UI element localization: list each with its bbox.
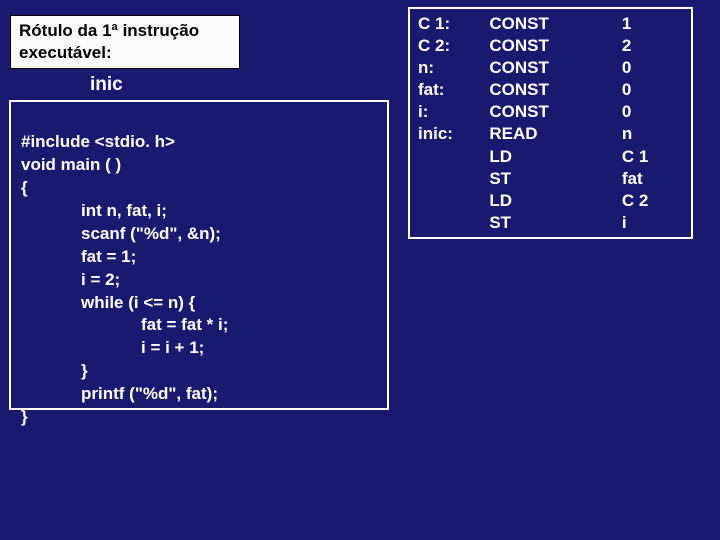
- asm-label: n:: [418, 57, 489, 79]
- asm-arg: 0: [622, 101, 683, 123]
- asm-arg: i: [622, 212, 683, 234]
- asm-row: STi: [418, 212, 683, 234]
- code-l13: }: [21, 407, 28, 426]
- asm-arg: 1: [622, 13, 683, 35]
- asm-label: C 1:: [418, 13, 489, 35]
- asm-arg: n: [622, 123, 683, 145]
- asm-arg: 0: [622, 79, 683, 101]
- asm-op: READ: [489, 123, 622, 145]
- code-l11: }: [21, 360, 377, 383]
- code-l3: {: [21, 178, 28, 197]
- asm-row: i:CONST0: [418, 101, 683, 123]
- asm-label: [418, 146, 489, 168]
- asm-row: n:CONST0: [418, 57, 683, 79]
- asm-arg: 0: [622, 57, 683, 79]
- asm-op: ST: [489, 212, 622, 234]
- asm-row: LDC 1: [418, 146, 683, 168]
- asm-label: [418, 190, 489, 212]
- asm-op: LD: [489, 146, 622, 168]
- asm-row: fat:CONST0: [418, 79, 683, 101]
- asm-label: C 2:: [418, 35, 489, 57]
- asm-label: fat:: [418, 79, 489, 101]
- code-l1: #include <stdio. h>: [21, 132, 175, 151]
- asm-arg: fat: [622, 168, 683, 190]
- label-line2: executável:: [19, 42, 231, 64]
- code-l6: fat = 1;: [21, 246, 377, 269]
- code-l9: fat = fat * i;: [21, 314, 377, 337]
- asm-op: CONST: [489, 101, 622, 123]
- inic-label: inic: [90, 74, 123, 96]
- code-l7: i = 2;: [21, 269, 377, 292]
- asm-op: CONST: [489, 57, 622, 79]
- asm-box: C 1:CONST1 C 2:CONST2 n:CONST0 fat:CONST…: [408, 7, 693, 239]
- asm-label: [418, 212, 489, 234]
- asm-arg: C 1: [622, 146, 683, 168]
- code-l12: printf ("%d", fat);: [21, 383, 377, 406]
- code-l4: int n, fat, i;: [21, 200, 377, 223]
- asm-op: ST: [489, 168, 622, 190]
- asm-label: inic:: [418, 123, 489, 145]
- asm-table: C 1:CONST1 C 2:CONST2 n:CONST0 fat:CONST…: [418, 13, 683, 234]
- asm-op: CONST: [489, 13, 622, 35]
- asm-op: CONST: [489, 35, 622, 57]
- label-box: Rótulo da 1ª instrução executável:: [10, 15, 240, 69]
- asm-arg: 2: [622, 35, 683, 57]
- code-box: #include <stdio. h> void main ( ) { int …: [9, 100, 389, 410]
- code-l10: i = i + 1;: [21, 337, 377, 360]
- code-l2: void main ( ): [21, 155, 121, 174]
- asm-row: LDC 2: [418, 190, 683, 212]
- asm-row: STfat: [418, 168, 683, 190]
- asm-op: CONST: [489, 79, 622, 101]
- label-line1: Rótulo da 1ª instrução: [19, 20, 231, 42]
- asm-row: C 2:CONST2: [418, 35, 683, 57]
- asm-arg: C 2: [622, 190, 683, 212]
- code-l5: scanf ("%d", &n);: [21, 223, 377, 246]
- asm-label: i:: [418, 101, 489, 123]
- asm-row: C 1:CONST1: [418, 13, 683, 35]
- code-l8: while (i <= n) {: [21, 292, 377, 315]
- asm-label: [418, 168, 489, 190]
- asm-row: inic:READn: [418, 123, 683, 145]
- asm-op: LD: [489, 190, 622, 212]
